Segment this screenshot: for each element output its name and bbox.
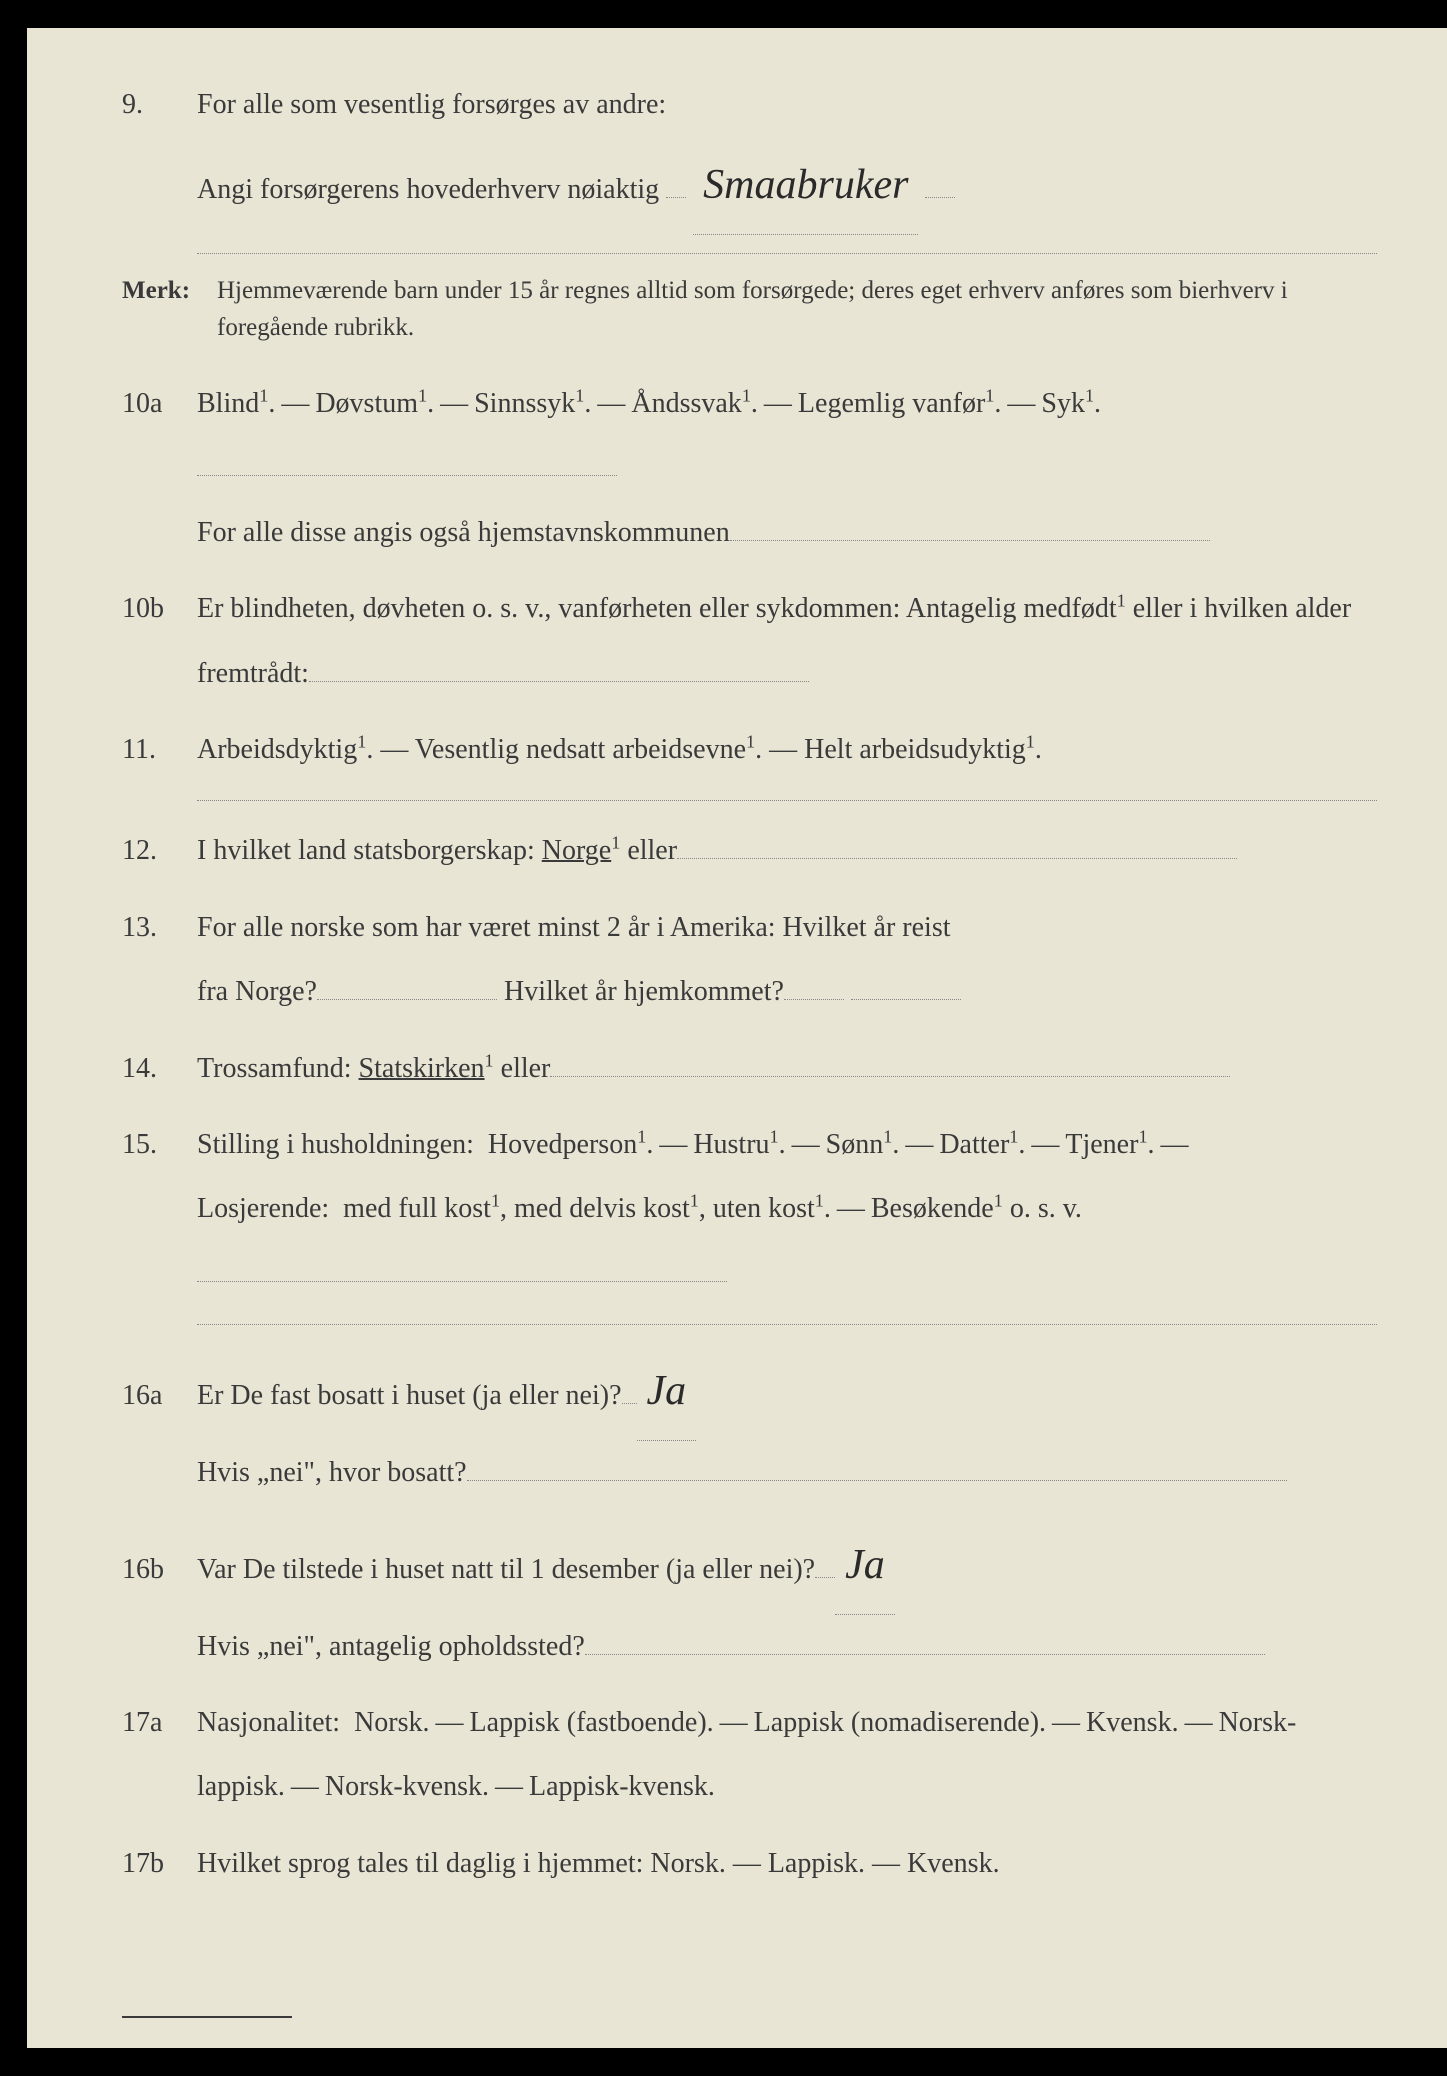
- document-page: 9. For alle som vesentlig forsørges av a…: [27, 28, 1447, 2048]
- dotted-fill: [784, 999, 844, 1000]
- question-17b: 17b Hvilket sprog tales til daglig i hje…: [122, 1832, 1377, 1896]
- question-15: 15. Stilling i husholdningen: Hovedperso…: [122, 1113, 1377, 1306]
- divider: [197, 253, 1377, 254]
- q16a-line2: Hvis „nei", hvor bosatt?: [197, 1457, 467, 1488]
- q13-content: For alle norske som har været minst 2 år…: [197, 896, 1377, 1025]
- q9-line2-prefix: Angi forsørgerens hovederhverv nøiaktig: [197, 174, 659, 205]
- question-10b: 10b Er blindheten, døvheten o. s. v., va…: [122, 577, 1377, 706]
- q15-text: Stilling i husholdningen: Hovedperson1.—…: [197, 1129, 1195, 1224]
- q17a-number: 17a: [122, 1696, 197, 1749]
- q10a-options: Blind1.—Døvstum1.—Sinnssyk1.—Åndssvak1.—…: [197, 388, 1101, 419]
- merk-text: Hjemmeværende barn under 15 år regnes al…: [217, 272, 1377, 347]
- q13-number: 13.: [122, 901, 197, 954]
- q9-content: For alle som vesentlig forsørges av andr…: [197, 73, 1377, 235]
- q10a-line3: For alle disse angis også hjemstavnskomm…: [197, 517, 730, 548]
- dotted-fill: [197, 475, 617, 476]
- dotted-spacer: [925, 197, 955, 198]
- q12-underlined: Norge: [542, 835, 611, 866]
- q10a-content: Blind1.—Døvstum1.—Sinnssyk1.—Åndssvak1.—…: [197, 372, 1377, 565]
- dotted-fill: [677, 858, 1237, 859]
- q15-number: 15.: [122, 1118, 197, 1171]
- question-17a: 17a Nasjonalitet: Norsk.—Lappisk (fastbo…: [122, 1691, 1377, 1820]
- q9-line1: For alle som vesentlig forsørges av andr…: [197, 89, 666, 120]
- q17b-text: Hvilket sprog tales til daglig i hjemmet…: [197, 1848, 1000, 1879]
- q10a-number: 10a: [122, 377, 197, 430]
- divider: [197, 1324, 1377, 1325]
- q9-handwritten-answer: Smaabruker: [693, 137, 918, 235]
- question-16a: 16a Er De fast bosatt i huset (ja eller …: [122, 1343, 1377, 1505]
- dotted-fill: [815, 1577, 835, 1578]
- q14-number: 14.: [122, 1042, 197, 1095]
- q14-underlined: Statskirken: [359, 1053, 485, 1084]
- q10b-text: Er blindheten, døvheten o. s. v., vanfør…: [197, 593, 1351, 688]
- q16b-line2: Hvis „nei", antagelig opholdssted?: [197, 1631, 585, 1662]
- q10b-content: Er blindheten, døvheten o. s. v., vanfør…: [197, 577, 1377, 706]
- merk-label: Merk:: [122, 272, 217, 310]
- q17a-content: Nasjonalitet: Norsk.—Lappisk (fastboende…: [197, 1691, 1377, 1820]
- dotted-fill: [550, 1076, 1230, 1077]
- question-16b: 16b Var De tilstede i huset natt til 1 d…: [122, 1517, 1377, 1679]
- dotted-fill: [585, 1654, 1265, 1655]
- question-13: 13. For alle norske som har været minst …: [122, 896, 1377, 1025]
- q16b-question: Var De tilstede i huset natt til 1 desem…: [197, 1554, 815, 1585]
- dotted-fill: [622, 1403, 637, 1404]
- footnote-rule: [122, 2016, 292, 2018]
- dotted-fill: [317, 999, 497, 1000]
- q11-content: Arbeidsdyktig1. — Vesentlig nedsatt arbe…: [197, 718, 1377, 782]
- question-10a: 10a Blind1.—Døvstum1.—Sinnssyk1.—Åndssva…: [122, 372, 1377, 565]
- q17b-number: 17b: [122, 1837, 197, 1890]
- q16a-content: Er De fast bosatt i huset (ja eller nei)…: [197, 1343, 1377, 1505]
- q16b-content: Var De tilstede i huset natt til 1 desem…: [197, 1517, 1377, 1679]
- q17a-text: Nasjonalitet: Norsk.—Lappisk (fastboende…: [197, 1707, 1296, 1802]
- q11-text: Arbeidsdyktig1. — Vesentlig nedsatt arbe…: [197, 734, 1042, 765]
- q13-line1: For alle norske som har været minst 2 år…: [197, 912, 951, 943]
- dotted-fill: [197, 1281, 727, 1282]
- dotted-fill: [730, 540, 1210, 541]
- dotted-fill: [309, 681, 809, 682]
- q12-prefix: I hvilket land statsborgerskap:: [197, 835, 542, 866]
- dotted-fill: [851, 999, 961, 1000]
- q10b-number: 10b: [122, 582, 197, 635]
- q12-content: I hvilket land statsborgerskap: Norge1 e…: [197, 819, 1377, 883]
- q16b-number: 16b: [122, 1543, 197, 1596]
- q14-prefix: Trossamfund:: [197, 1053, 359, 1084]
- dotted-spacer: [666, 197, 686, 198]
- q17b-content: Hvilket sprog tales til daglig i hjemmet…: [197, 1832, 1377, 1896]
- q13-line2a: fra Norge?: [197, 976, 317, 1007]
- q14-content: Trossamfund: Statskirken1 eller: [197, 1037, 1377, 1101]
- q16b-answer: Ja: [835, 1517, 895, 1615]
- question-12: 12. I hvilket land statsborgerskap: Norg…: [122, 819, 1377, 883]
- merk-note: Merk: Hjemmeværende barn under 15 år reg…: [122, 272, 1377, 347]
- question-14: 14. Trossamfund: Statskirken1 eller: [122, 1037, 1377, 1101]
- q9-number: 9.: [122, 78, 197, 131]
- q16a-answer: Ja: [637, 1343, 697, 1441]
- divider: [197, 800, 1377, 801]
- question-9: 9. For alle som vesentlig forsørges av a…: [122, 73, 1377, 235]
- q15-content: Stilling i husholdningen: Hovedperson1.—…: [197, 1113, 1377, 1306]
- dotted-fill: [467, 1480, 1287, 1481]
- q16a-number: 16a: [122, 1369, 197, 1422]
- q13-line2b: Hvilket år hjemkommet?: [504, 976, 784, 1007]
- q11-number: 11.: [122, 723, 197, 776]
- q16a-question: Er De fast bosatt i huset (ja eller nei)…: [197, 1380, 622, 1411]
- q12-number: 12.: [122, 824, 197, 877]
- question-11: 11. Arbeidsdyktig1. — Vesentlig nedsatt …: [122, 718, 1377, 782]
